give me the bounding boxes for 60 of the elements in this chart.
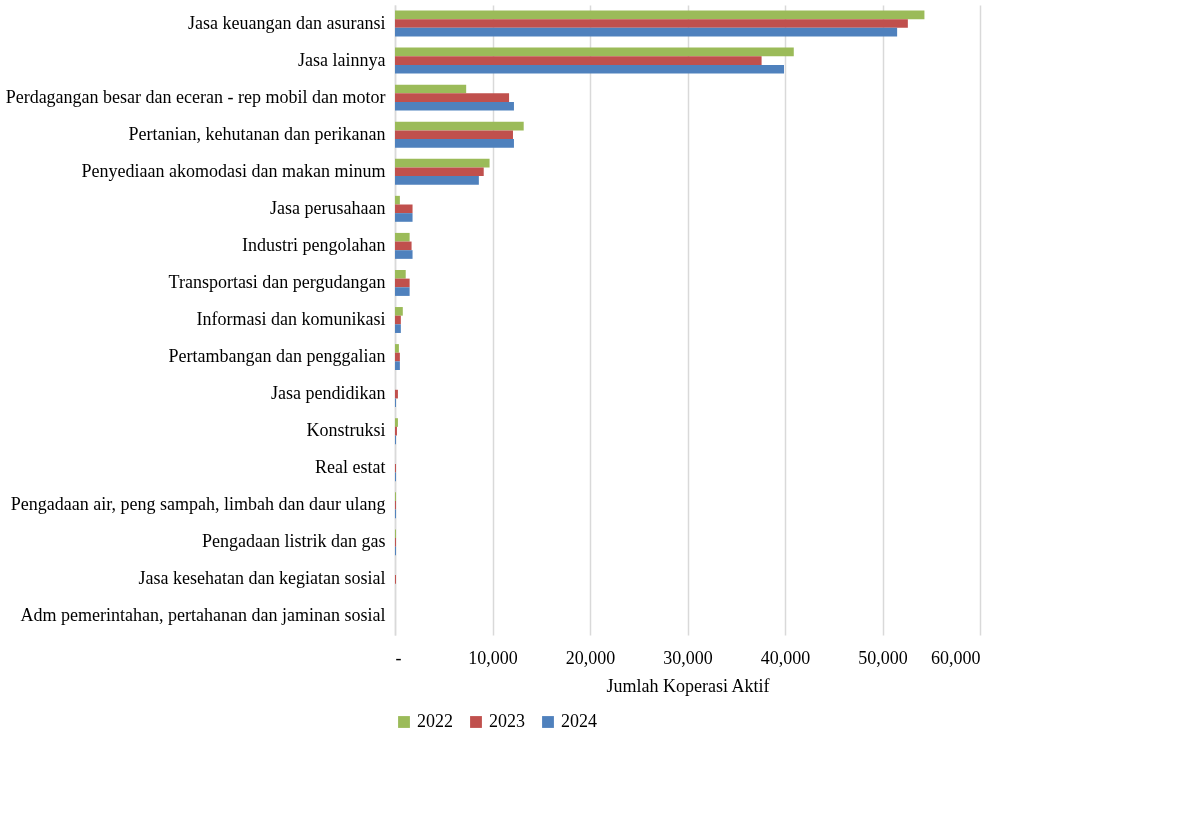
y-tick-label: Transportasi dan pergudangan (168, 271, 386, 292)
bar (395, 19, 908, 28)
y-tick-label: Jasa perusahaan (270, 197, 386, 218)
bar (395, 307, 403, 316)
bar (395, 287, 410, 296)
y-tick-label: Jasa keuangan dan asuransi (188, 12, 386, 33)
bar (395, 269, 406, 279)
x-tick-label: 20,000 (565, 647, 616, 668)
bar (395, 101, 514, 111)
legend-label: 2022 (417, 711, 453, 731)
legend-label: 2023 (489, 711, 525, 731)
x-tick-label: 30,000 (663, 647, 713, 668)
y-tick-label: Pengadaan listrik dan gas (202, 531, 386, 552)
y-tick-label: Pengadaan air, peng sampah, limbah dan daur ulang (10, 494, 386, 515)
bar (395, 389, 398, 399)
bar (395, 130, 513, 140)
y-tick-label: Pertanian, kehutanan dan perikanan (128, 123, 386, 144)
bar (395, 10, 925, 20)
bar (395, 167, 484, 177)
y-tick-label: Jasa kesehatan dan kegiatan sosial (138, 568, 386, 589)
x-tick-label: 60,000 (931, 647, 981, 668)
bar (395, 344, 399, 353)
bar (395, 250, 413, 259)
bar (395, 64, 785, 74)
y-tick-label: Pertambangan dan penggalian (168, 346, 386, 367)
y-tick-label: Perdagangan besar dan eceran - rep mobil dan motor (5, 86, 386, 107)
bar (395, 56, 762, 65)
bar (395, 176, 479, 185)
y-tick-label: Jasa pendidikan (271, 383, 386, 404)
bar (395, 418, 398, 427)
y-tick-label: Jasa lainnya (298, 49, 386, 70)
x-tick-label: - (395, 647, 402, 668)
x-tick-label: 40,000 (760, 647, 811, 668)
y-tick-label: Informasi dan komunikasi (196, 309, 386, 329)
x-tick-label: 50,000 (858, 647, 908, 668)
bar (395, 204, 413, 214)
y-tick-label: Real estat (315, 457, 386, 478)
bar (395, 315, 401, 325)
y-tick-label: Adm pemerintahan, pertahanan dan jaminan sosial (20, 605, 386, 626)
bar (395, 361, 400, 371)
bar (395, 195, 400, 205)
bar (395, 121, 524, 131)
bar (395, 213, 413, 222)
bar (395, 241, 412, 251)
bar (395, 93, 510, 102)
bar (395, 139, 514, 148)
bar (395, 47, 794, 57)
bar (395, 232, 410, 242)
y-tick-label: Konstruksi (306, 420, 386, 441)
x-tick-label: 10,000 (468, 647, 518, 668)
bar (395, 278, 410, 288)
y-tick-label: Penyediaan akomodasi dan makan minum (81, 160, 386, 181)
x-axis-title: Jumlah Koperasi Aktif (606, 675, 770, 696)
bar (395, 27, 898, 37)
bar (395, 352, 400, 362)
bar (395, 84, 467, 94)
bar (395, 324, 401, 333)
y-tick-label: Industri pengolahan (242, 234, 386, 255)
legend-label: 2024 (561, 711, 597, 731)
bar (395, 158, 490, 168)
